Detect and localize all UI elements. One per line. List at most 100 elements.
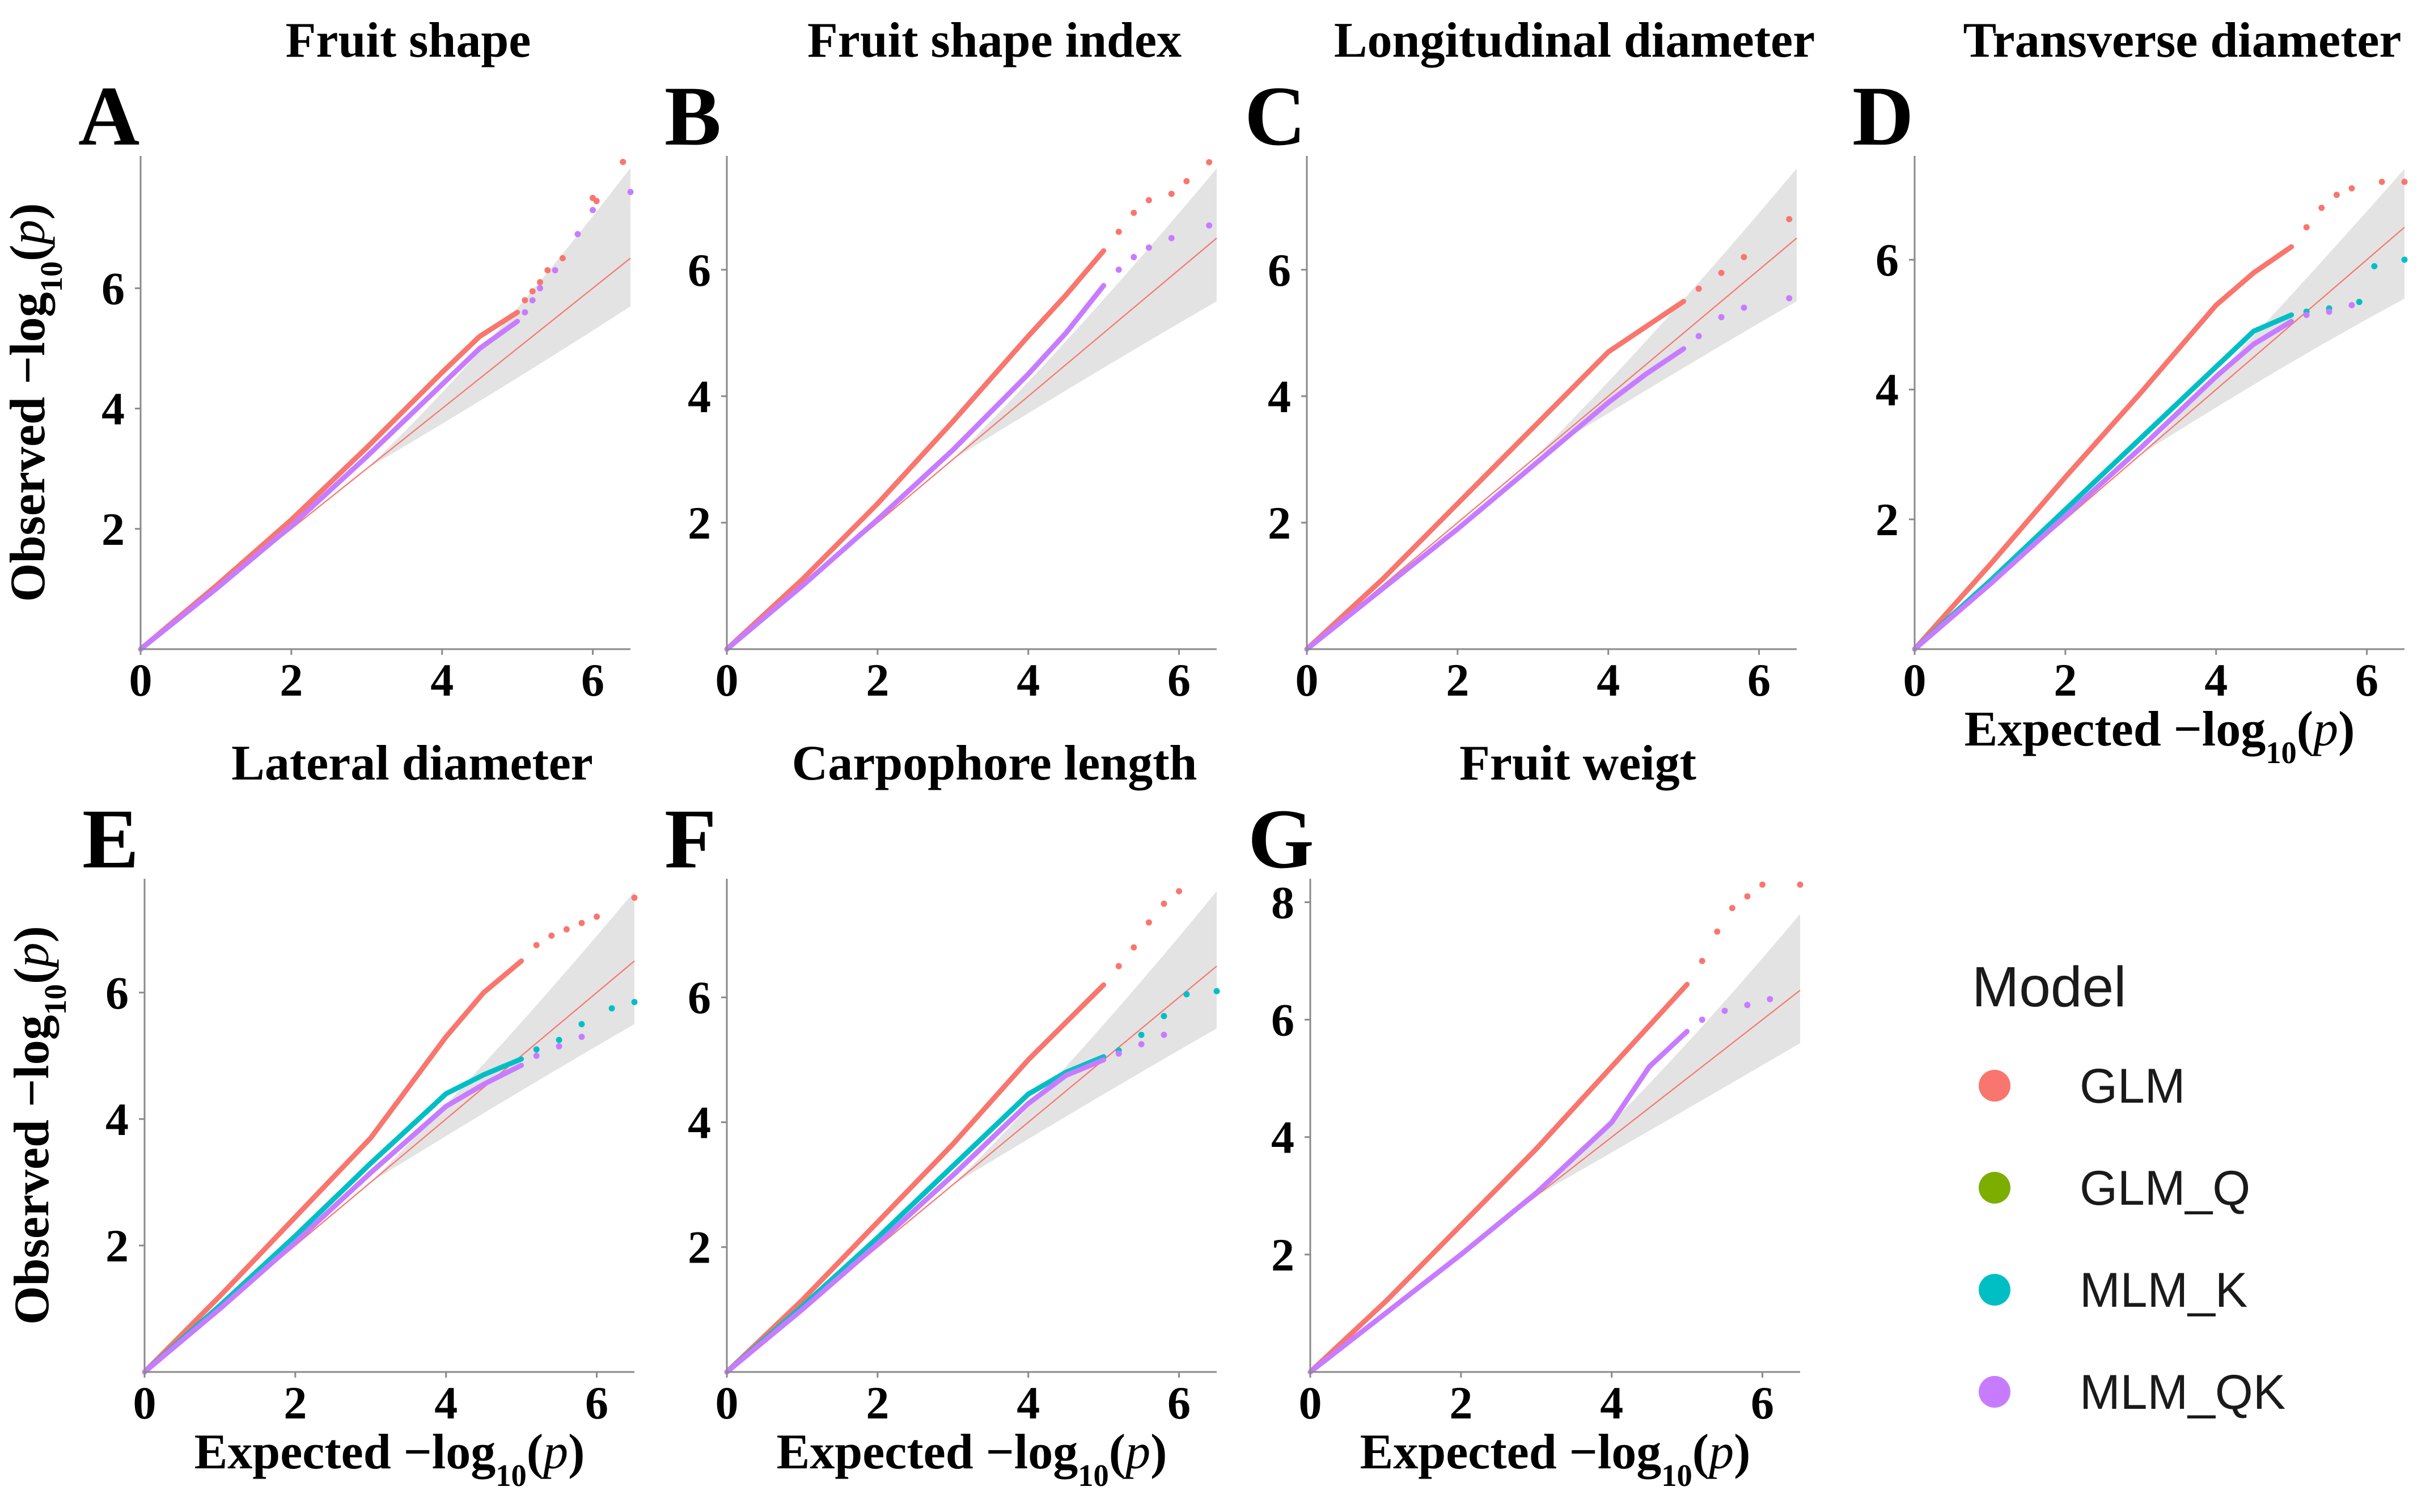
x-tick-label: 2 [1449, 1377, 1472, 1429]
x-axis-label: Expected −log10(p) [1965, 702, 2355, 770]
y-axis-label-part-0: Observed −log [5, 1015, 60, 1324]
confidence-band [141, 168, 630, 650]
point-glm-5 [1206, 159, 1213, 166]
point-mlm_qk-2 [2348, 302, 2355, 308]
point-glm-0 [1115, 963, 1122, 969]
x-tick-label: 6 [1167, 1377, 1191, 1429]
point-mlm_k-3 [2371, 263, 2378, 270]
x-axis-label: Expected −log10(p) [1360, 1425, 1751, 1493]
y-axis-label-part-4: ) [1, 203, 56, 219]
point-mlm_qk-0 [1695, 333, 1702, 340]
point-mlm_k-4 [2401, 256, 2408, 263]
series-mlm_qk [142, 1062, 524, 1375]
x-axis-label-part-0: Expected −log [1965, 702, 2266, 757]
point-mlm_k-2 [1161, 1013, 1167, 1019]
confidence-band [1915, 168, 2404, 649]
point-mlm_qk-1 [1138, 1041, 1145, 1048]
point-mlm_qk-0 [1699, 1017, 1705, 1023]
point-mlm_k-1 [1138, 1031, 1145, 1038]
point-mlm_qk-1 [1131, 253, 1137, 260]
y-axis-label-part-3: p [1, 220, 56, 248]
y-axis-label-part-4: ) [5, 926, 60, 942]
point-mlm_k-2 [578, 1021, 585, 1028]
y-tick-label: 2 [101, 503, 125, 555]
y-tick-label: 6 [1268, 244, 1291, 296]
x-axis-label-part-1: 10 [1661, 1458, 1692, 1493]
panel-title: Longitudinal diameter [1334, 13, 1815, 68]
point-glm-4 [559, 255, 566, 261]
series-glm [1307, 981, 1690, 1375]
x-tick-label: 0 [716, 1377, 739, 1429]
legend-label: GLM_Q [2080, 1161, 2250, 1215]
point-mlm_qk-5 [590, 206, 596, 213]
point-glm-1 [1714, 928, 1721, 935]
y-tick-label: 2 [1271, 1229, 1294, 1281]
point-mlm_k-1 [556, 1036, 562, 1043]
panel-d: 0 2 4 6 2 4 6 Transverse diameter D Expected −log… [1852, 13, 2408, 770]
x-axis-label-part-0: Expected −log [194, 1425, 496, 1480]
x-tick-label: 0 [1296, 654, 1319, 706]
panel-b: 0 2 4 6 2 4 6 Fruit shape index B [664, 13, 1217, 706]
panel-c: 0 2 4 6 2 4 6 Longitudinal diameter C [1244, 13, 1815, 706]
series-glm [724, 982, 1107, 1375]
point-glm-0 [1115, 228, 1122, 235]
y-tick-label: 4 [1268, 371, 1291, 422]
legend-key-glm [1979, 1070, 2010, 1102]
point-mlm_qk-2 [1145, 244, 1152, 251]
x-axis-label: Expected −log10(p) [194, 1425, 585, 1493]
x-tick-label: 2 [866, 1377, 889, 1429]
y-tick-label: 6 [1271, 994, 1294, 1046]
point-glm-2 [1145, 919, 1152, 926]
point-mlm_qk-2 [1161, 1031, 1167, 1038]
x-tick-label: 6 [1167, 654, 1191, 706]
y-tick-label: 4 [688, 1096, 711, 1148]
legend-title: Model [1972, 955, 2126, 1019]
point-glm-0 [2303, 224, 2310, 231]
series-mlm_qk [1307, 1028, 1690, 1375]
x-tick-label: 0 [716, 654, 739, 706]
legend-label: MLM_QK [2080, 1365, 2285, 1420]
panel-letter: B [664, 69, 721, 163]
point-glm-1 [1131, 944, 1137, 951]
point-mlm_qk-1 [1718, 314, 1725, 320]
legend-key-glm_q [1979, 1172, 2010, 1204]
y-tick-label: 2 [688, 1222, 711, 1273]
y-tick-label: 4 [1876, 364, 1899, 416]
panel-letter: A [78, 69, 139, 163]
y-axis-label-part-1: 10 [38, 984, 73, 1015]
point-glm-1 [1131, 209, 1137, 216]
panel-title: Fruit shape [286, 13, 531, 68]
y-tick-label: 6 [688, 244, 711, 296]
x-axis-label-part-3: p [2310, 702, 2338, 757]
y-axis-label-part-2: ( [1, 245, 56, 261]
point-glm-5 [631, 894, 638, 901]
point-glm-1 [2318, 205, 2325, 211]
x-axis-label-part-3: p [1705, 1425, 1734, 1480]
point-glm-4 [2378, 179, 2385, 185]
panel-title: Fruit weigt [1459, 736, 1696, 791]
point-glm-2 [1729, 905, 1735, 912]
point-mlm_qk-3 [552, 267, 558, 274]
y-tick-label: 4 [688, 371, 711, 422]
point-glm-0 [1699, 958, 1705, 964]
x-tick-label: 6 [585, 1377, 608, 1429]
point-mlm_qk-0 [1115, 266, 1122, 273]
point-glm-3 [1786, 216, 1793, 223]
x-tick-label: 4 [1017, 654, 1040, 706]
x-axis-label-part-4: ) [568, 1425, 585, 1480]
point-mlm_k-3 [1183, 991, 1190, 998]
panel-letter: F [664, 792, 717, 886]
y-tick-label: 6 [688, 972, 711, 1023]
legend: Model GLM GLM_Q MLM_K MLM_QK [1972, 955, 2285, 1420]
y-tick-label: 4 [1271, 1112, 1294, 1163]
point-glm-2 [2333, 192, 2340, 198]
point-glm-1 [548, 932, 555, 939]
point-mlm_qk-2 [578, 1034, 585, 1040]
point-glm-0 [1695, 285, 1702, 292]
series-glm [1912, 244, 2294, 652]
point-glm-5 [2401, 179, 2408, 185]
y-tick-label: 2 [1876, 494, 1899, 545]
point-glm-6 [593, 198, 600, 205]
